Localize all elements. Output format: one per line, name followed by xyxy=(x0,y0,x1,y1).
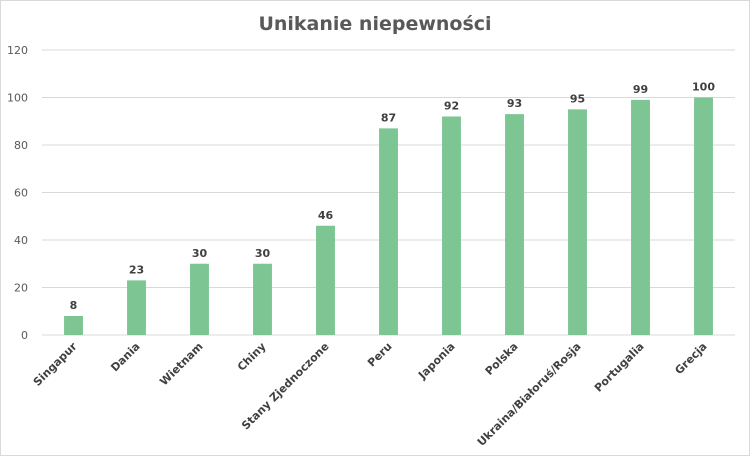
x-tick-label: Dania xyxy=(108,340,142,374)
data-label: 87 xyxy=(381,111,396,124)
bar-japonia xyxy=(442,116,461,335)
y-tick-label: 60 xyxy=(14,187,28,200)
data-label: 100 xyxy=(692,81,715,94)
y-tick-label: 20 xyxy=(14,282,28,295)
bar-singapur xyxy=(64,316,83,335)
x-tick-label: Polska xyxy=(483,340,521,378)
y-tick-label: 80 xyxy=(14,139,28,152)
x-tick-label: Chiny xyxy=(235,340,269,374)
data-label: 30 xyxy=(255,247,271,260)
data-label: 8 xyxy=(70,299,78,312)
data-label: 46 xyxy=(318,209,334,222)
bar-ukraina-bia-oru-rosja xyxy=(568,109,587,335)
bar-polska xyxy=(505,114,524,335)
bar-stany-zjednoczone xyxy=(316,225,335,335)
y-axis-ticks: 0 20 40 60 80 100 120 xyxy=(7,44,28,342)
x-tick-label: Grecja xyxy=(672,340,709,377)
chart-title: Unikanie niepewności xyxy=(258,13,491,35)
x-tick-label: Japonia xyxy=(415,340,457,382)
x-tick-label: Singapur xyxy=(31,340,80,389)
data-label: 92 xyxy=(444,100,459,113)
y-tick-label: 40 xyxy=(14,234,28,247)
y-tick-label: 100 xyxy=(7,92,28,105)
bar-dania xyxy=(127,280,146,335)
bar-chiny xyxy=(253,263,272,335)
y-tick-label: 120 xyxy=(7,44,28,57)
y-tick-label: 0 xyxy=(21,329,28,342)
x-tick-label: Wietnam xyxy=(157,340,205,388)
bar-portugalia xyxy=(631,99,650,335)
data-label: 93 xyxy=(507,97,522,110)
bar-grecja xyxy=(694,97,713,335)
x-tick-label: Portugalia xyxy=(592,340,647,395)
bar-peru xyxy=(379,128,398,335)
x-tick-label: Peru xyxy=(365,340,395,370)
data-label: 99 xyxy=(633,83,648,96)
data-label: 30 xyxy=(192,247,208,260)
x-tick-label: Ukraina/Białoruś/Rosja xyxy=(475,340,584,449)
data-label: 95 xyxy=(570,92,585,105)
bars xyxy=(64,97,713,335)
data-labels: 8 23 30 30 46 87 92 93 95 99 100 xyxy=(70,81,716,313)
data-label: 23 xyxy=(129,263,144,276)
bar-wietnam xyxy=(190,263,209,335)
